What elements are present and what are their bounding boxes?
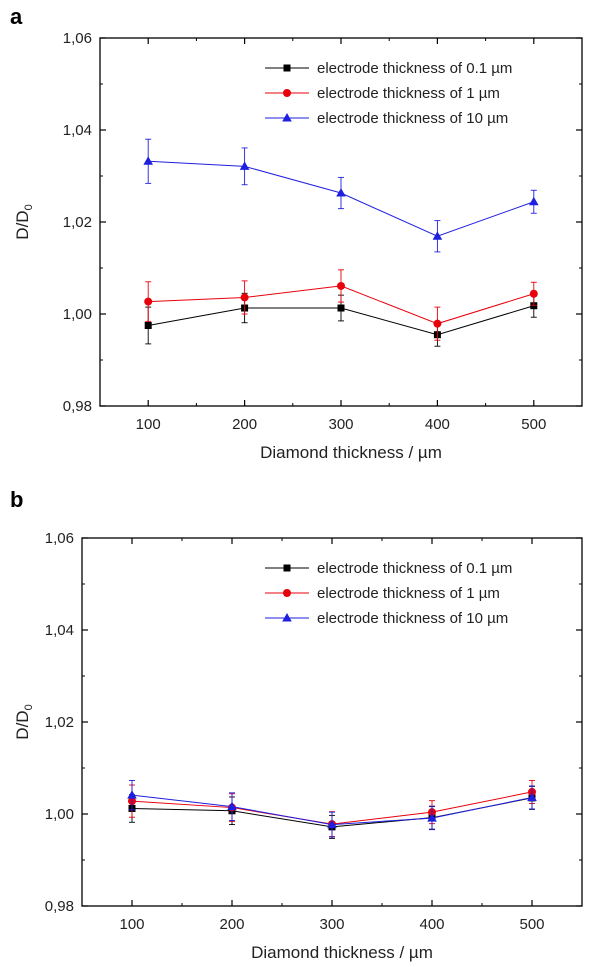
data-point <box>143 156 153 165</box>
legend-label: electrode thickness of 1 µm <box>317 585 500 602</box>
legend-marker <box>283 89 291 97</box>
x-tick-label: 300 <box>319 916 344 933</box>
y-axis-label: D/D0 <box>13 204 35 239</box>
y-tick-label: 1,00 <box>45 806 74 823</box>
legend-marker <box>283 589 291 597</box>
y-tick-label: 1,06 <box>45 530 74 547</box>
data-point <box>337 281 345 290</box>
legend-marker <box>283 64 291 72</box>
y-tick-label: 1,04 <box>45 622 74 639</box>
legend-label: electrode thickness of 10 µm <box>317 110 508 127</box>
data-point <box>433 319 442 328</box>
legend-label: electrode thickness of 0.1 µm <box>317 560 512 577</box>
legend-label: electrode thickness of 0.1 µm <box>317 60 512 77</box>
data-point <box>144 322 152 329</box>
chart-b-svg: 0,98 1,00 1,02 1,04 1,06 100 200 300 400 500 Diamo… <box>13 530 583 962</box>
y-tick-label: 1,02 <box>63 214 92 231</box>
data-point <box>337 304 345 312</box>
chart-a-svg: 0,98 1,00 1,02 1,04 1,06 100 200 300 400 500 Diamo… <box>13 30 583 462</box>
x-tick-label: 300 <box>328 416 353 433</box>
x-axis-label: Diamond thickness / µm <box>251 943 433 962</box>
y-tick-label: 1,04 <box>63 122 92 139</box>
legend-marker <box>283 564 291 572</box>
y-axis-label-subscript: 0 <box>23 204 35 210</box>
data-point <box>127 790 137 799</box>
x-tick-label: 200 <box>232 416 257 433</box>
data-point <box>432 231 443 240</box>
legend-marker <box>282 113 292 122</box>
chart-panel-b: b 0,98 1,00 1,02 1,04 1,06 100 200 300 400 500 Dia… <box>0 483 593 966</box>
y-tick-label: 1,06 <box>63 30 92 47</box>
data-point <box>527 792 537 801</box>
y-axis-label-subscript: 0 <box>23 704 35 710</box>
data-point <box>529 196 539 206</box>
legend-label: electrode thickness of 1 µm <box>317 85 500 102</box>
y-tick-label: 0,98 <box>45 898 74 915</box>
chart-panel-a: a 0,98 1,00 1,02 1,04 1,06 100 200 300 400 500 Dia… <box>0 0 593 483</box>
x-tick-label: 500 <box>519 916 544 933</box>
x-axis-label: Diamond thickness / µm <box>260 443 442 462</box>
data-point <box>336 188 346 197</box>
y-axis-label: D/D0 <box>13 704 35 739</box>
x-tick-label: 400 <box>419 916 444 933</box>
data-point <box>227 801 237 811</box>
panel-label: b <box>10 487 24 512</box>
legend-label: electrode thickness of 10 µm <box>317 610 508 627</box>
data-point <box>239 161 250 170</box>
y-tick-label: 1,00 <box>63 306 92 323</box>
data-point <box>327 819 337 829</box>
x-tick-label: 500 <box>521 416 546 433</box>
data-point <box>144 297 153 306</box>
x-tick-label: 100 <box>136 416 161 433</box>
data-point <box>529 289 538 298</box>
x-tick-label: 400 <box>425 416 450 433</box>
y-tick-label: 0,98 <box>63 398 92 415</box>
y-tick-label: 1,02 <box>45 714 74 731</box>
panel-label: a <box>10 4 23 29</box>
x-tick-label: 200 <box>219 916 244 933</box>
data-point <box>530 302 538 310</box>
x-tick-label: 100 <box>119 916 144 933</box>
data-point <box>240 293 249 302</box>
data-point <box>427 813 437 822</box>
legend-marker <box>282 613 292 622</box>
